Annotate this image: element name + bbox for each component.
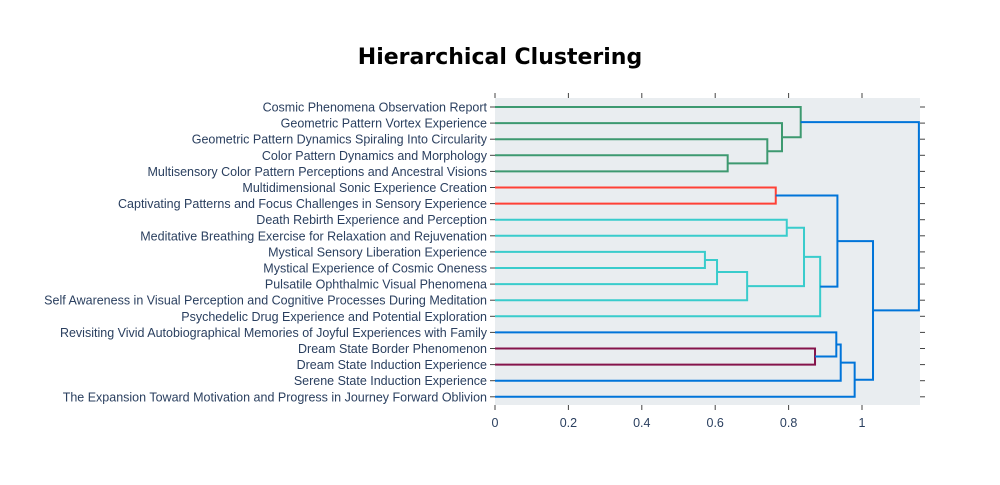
leaf-label: Multisensory Color Pattern Perceptions a…: [147, 165, 487, 179]
leaf-labels: Cosmic Phenomena Observation Report Geome…: [44, 101, 488, 405]
x-tick-label: 0.4: [633, 416, 650, 430]
leaf-label: Death Rebirth Experience and Perception: [256, 213, 487, 227]
leaf-label: Color Pattern Dynamics and Morphology: [262, 149, 488, 163]
x-tick-label: 1: [859, 416, 866, 430]
x-tick-label: 0.2: [560, 416, 577, 430]
leaf-label: Self Awareness in Visual Perception and …: [44, 294, 487, 308]
leaf-label: Cosmic Phenomena Observation Report: [263, 101, 488, 115]
leaf-label: Dream State Induction Experience: [297, 358, 487, 372]
leaf-label: Captivating Patterns and Focus Challenge…: [118, 197, 487, 211]
x-axis-tick-labels: 0 0.2 0.4 0.6 0.8 1: [492, 416, 866, 430]
x-tick-label: 0: [492, 416, 499, 430]
dendrogram-link: [800, 121, 920, 312]
leaf-label: Revisiting Vivid Autobiographical Memori…: [60, 326, 488, 340]
leaf-label: Geometric Pattern Dynamics Spiraling Int…: [192, 133, 488, 147]
leaf-label: Meditative Breathing Exercise for Relaxa…: [140, 229, 487, 243]
leaf-label: Psychedelic Drug Experience and Potentia…: [181, 310, 487, 324]
chart-title: Hierarchical Clustering: [358, 45, 642, 70]
leaf-label: Multidimensional Sonic Experience Creati…: [242, 181, 487, 195]
leaf-label: Mystical Sensory Liberation Experience: [268, 245, 487, 259]
x-tick-label: 0.8: [780, 416, 797, 430]
leaf-label: Pulsatile Ophthalmic Visual Phenomena: [265, 278, 487, 292]
x-tick-label: 0.6: [707, 416, 724, 430]
leaf-label: Geometric Pattern Vortex Experience: [281, 117, 487, 131]
leaf-label: Dream State Border Phenomenon: [298, 342, 487, 356]
leaf-label: The Expansion Toward Motivation and Prog…: [63, 390, 487, 404]
leaf-label: Serene State Induction Experience: [294, 374, 487, 388]
dendrogram-links: [495, 106, 920, 398]
leaf-label: Mystical Experience of Cosmic Oneness: [263, 262, 487, 276]
tick-marks: [490, 93, 925, 410]
